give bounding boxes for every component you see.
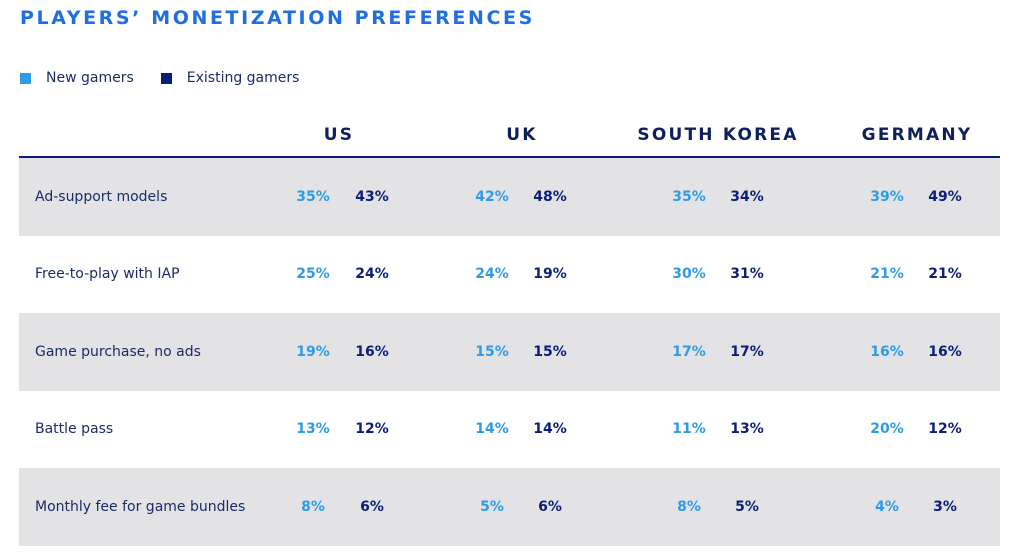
chart-title: PLAYERS’ MONETIZATION PREFERENCES <box>20 7 535 29</box>
value-new-gamers: 35% <box>296 188 330 205</box>
row-label: Game purchase, no ads <box>35 343 201 360</box>
value-existing-gamers: 14% <box>533 421 567 438</box>
legend-item-existing-gamers: Existing gamers <box>160 70 300 86</box>
value-existing-gamers: 6% <box>538 498 562 515</box>
value-new-gamers: 11% <box>672 421 706 438</box>
value-new-gamers: 24% <box>475 266 509 283</box>
value-existing-gamers: 13% <box>730 421 764 438</box>
value-existing-gamers: 19% <box>533 266 567 283</box>
table-body: Ad-support models 35% 43% 42% 48% 35% 34% 39% 49… <box>19 158 1000 546</box>
value-existing-gamers: 16% <box>355 343 389 360</box>
value-existing-gamers: 15% <box>533 343 567 360</box>
legend: New gamers Existing gamers <box>20 68 326 88</box>
value-new-gamers: 8% <box>301 498 325 515</box>
value-existing-gamers: 12% <box>928 421 962 438</box>
table-row: Monthly fee for game bundles 8% 6% 5% 6% 8% 5%… <box>19 468 1000 546</box>
column-header-uk: UK <box>506 125 538 145</box>
value-new-gamers: 20% <box>870 421 904 438</box>
value-existing-gamers: 21% <box>928 266 962 283</box>
value-new-gamers: 17% <box>672 343 706 360</box>
value-existing-gamers: 43% <box>355 188 389 205</box>
value-new-gamers: 30% <box>672 266 706 283</box>
column-header-us: US <box>323 125 355 145</box>
table-row: Free-to-play with IAP 25% 24% 24% 19% 30% 31% 2… <box>19 236 1000 314</box>
value-new-gamers: 25% <box>296 266 330 283</box>
value-new-gamers: 39% <box>870 188 904 205</box>
column-header-germany: GERMANY <box>861 125 973 145</box>
row-label: Free-to-play with IAP <box>35 266 180 283</box>
column-header-south-korea: SOUTH KOREA <box>637 125 799 145</box>
value-existing-gamers: 3% <box>933 498 957 515</box>
value-existing-gamers: 17% <box>730 343 764 360</box>
data-table: US UK SOUTH KOREA GERMANY Ad-support mod… <box>19 118 1000 546</box>
value-new-gamers: 42% <box>475 188 509 205</box>
value-existing-gamers: 24% <box>355 266 389 283</box>
value-new-gamers: 21% <box>870 266 904 283</box>
value-new-gamers: 5% <box>480 498 504 515</box>
value-existing-gamers: 12% <box>355 421 389 438</box>
value-existing-gamers: 48% <box>533 188 567 205</box>
value-new-gamers: 16% <box>870 343 904 360</box>
value-new-gamers: 15% <box>475 343 509 360</box>
value-existing-gamers: 31% <box>730 266 764 283</box>
value-new-gamers: 19% <box>296 343 330 360</box>
legend-swatch-new-gamers <box>20 72 31 84</box>
value-existing-gamers: 16% <box>928 343 962 360</box>
value-existing-gamers: 34% <box>730 188 764 205</box>
legend-label-new-gamers: New gamers <box>46 70 134 86</box>
value-existing-gamers: 5% <box>735 498 759 515</box>
value-existing-gamers: 6% <box>360 498 384 515</box>
row-label: Battle pass <box>35 421 114 438</box>
table-header: US UK SOUTH KOREA GERMANY <box>19 118 1000 158</box>
value-new-gamers: 14% <box>475 421 509 438</box>
value-new-gamers: 13% <box>296 421 330 438</box>
table-row: Ad-support models 35% 43% 42% 48% 35% 34% 39% 49… <box>19 158 1000 236</box>
value-existing-gamers: 49% <box>928 188 962 205</box>
legend-label-existing-gamers: Existing gamers <box>186 70 300 86</box>
table-row: Game purchase, no ads 19% 16% 15% 15% 17% 17% 1… <box>19 313 1000 391</box>
value-new-gamers: 4% <box>875 498 899 515</box>
legend-item-new-gamers: New gamers <box>20 70 134 86</box>
row-label: Monthly fee for game bundles <box>35 498 246 515</box>
legend-swatch-existing-gamers <box>160 72 172 84</box>
value-new-gamers: 8% <box>677 498 701 515</box>
table-row: Battle pass 13% 12% 14% 14% 11% 13% 20% 12% <box>19 391 1000 469</box>
row-label: Ad-support models <box>35 188 168 205</box>
value-new-gamers: 35% <box>672 188 706 205</box>
